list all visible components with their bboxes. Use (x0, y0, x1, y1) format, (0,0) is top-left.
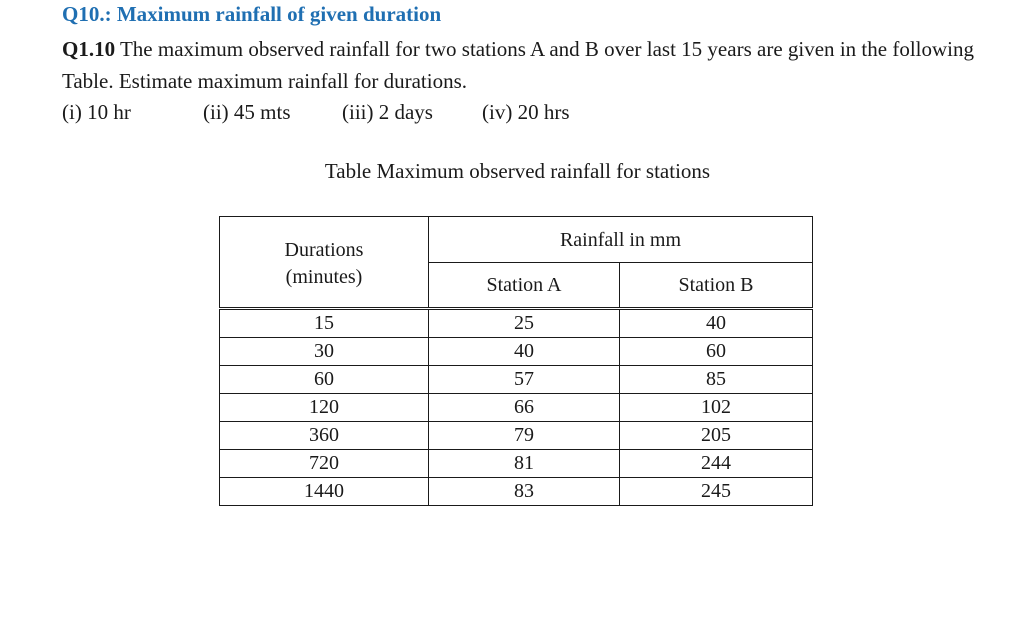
station-b-header: Station B (619, 262, 813, 309)
station-b-cell: 40 (619, 307, 813, 338)
duration-cell: 15 (219, 307, 429, 338)
station-a-header: Station A (428, 262, 620, 309)
duration-header-line1: Durations (284, 239, 364, 261)
table-caption: Table Maximum observed rainfall for stat… (324, 159, 711, 183)
duration-cell: 30 (219, 337, 429, 366)
table-row: 120 66 102 (219, 393, 813, 422)
station-b-cell: 245 (619, 477, 813, 506)
section-heading: Q10.: Maximum rainfall of given duration (62, 2, 442, 26)
station-a-cell: 66 (428, 393, 620, 422)
option-4: (iv) 20 hrs (482, 100, 570, 124)
duration-cell: 1440 (219, 477, 429, 506)
station-b-cell: 244 (619, 449, 813, 478)
table-row: 60 57 85 (219, 365, 813, 394)
option-3: (iii) 2 days (342, 100, 433, 124)
duration-cell: 720 (219, 449, 429, 478)
option-1: (i) 10 hr (62, 100, 131, 124)
station-a-cell: 81 (428, 449, 620, 478)
option-2: (ii) 45 mts (203, 100, 291, 124)
station-a-cell: 25 (428, 307, 620, 338)
question-text: The maximum observed rainfall for two st… (62, 37, 974, 93)
station-a-cell: 57 (428, 365, 620, 394)
station-b-cell: 102 (619, 393, 813, 422)
duration-cell: 120 (219, 393, 429, 422)
station-a-cell: 40 (428, 337, 620, 366)
duration-header-line2: (minutes) (285, 266, 363, 288)
duration-column-header: Durations (minutes) (219, 216, 429, 309)
duration-cell: 60 (219, 365, 429, 394)
table-row: 360 79 205 (219, 421, 813, 450)
table-row: 30 40 60 (219, 337, 813, 366)
rainfall-table: Durations (minutes) Rainfall in mm Stati… (219, 216, 813, 506)
station-b-cell: 205 (619, 421, 813, 450)
table-row: 15 25 40 (219, 307, 813, 338)
station-a-cell: 83 (428, 477, 620, 506)
rainfall-column-header: Rainfall in mm (428, 216, 813, 263)
duration-cell: 360 (219, 421, 429, 450)
station-a-cell: 79 (428, 421, 620, 450)
question-paragraph: Q1.10 The maximum observed rainfall for … (62, 33, 974, 97)
station-b-cell: 60 (619, 337, 813, 366)
station-b-cell: 85 (619, 365, 813, 394)
question-number: Q1.10 (62, 37, 116, 61)
table-row: 720 81 244 (219, 449, 813, 478)
table-row: 1440 83 245 (219, 477, 813, 506)
